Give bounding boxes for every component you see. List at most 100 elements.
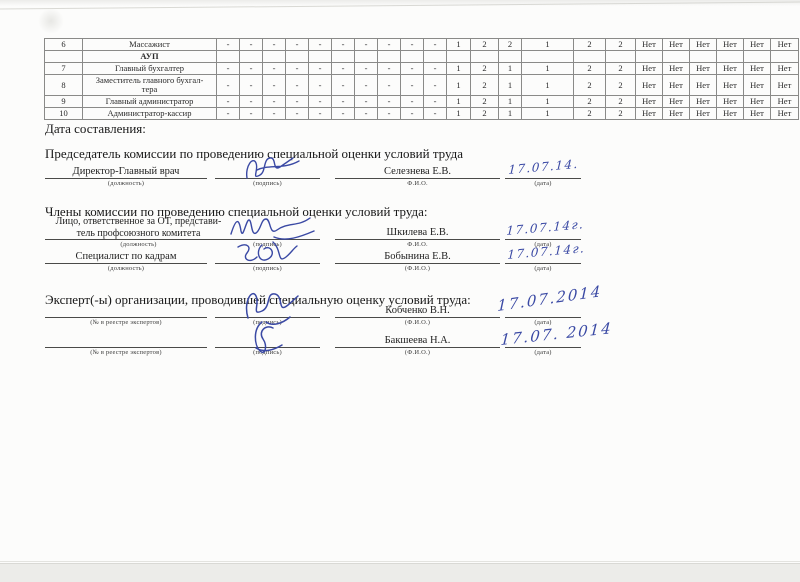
role-caption: (должность) <box>120 241 157 248</box>
value-cell: 1 <box>498 62 522 75</box>
value-cell: - <box>285 62 309 75</box>
value-cell: - <box>216 95 240 108</box>
value-cell: - <box>262 107 286 120</box>
table-row: 10 Администратор-кассир - - - - - - - - - -1 2 1 1 2 2 Не… <box>44 107 799 120</box>
value-cell <box>635 50 663 63</box>
name-caption: (Ф.И.О.) <box>404 265 431 272</box>
value-cell: - <box>354 38 378 51</box>
positions-table: 6 Массажист - - - - - - - - - -1 2 2 1 2 2 Нет Нет Нет Нет Не… <box>44 38 799 120</box>
value-cell: - <box>308 38 332 51</box>
value-cell: 2 <box>470 95 499 108</box>
name-caption: Ф.И.О. <box>407 180 428 187</box>
value-cell: Нет <box>689 38 717 51</box>
name-field: Кобченко В.Н. (Ф.И.О.) <box>335 301 500 326</box>
value-cell: - <box>377 95 401 108</box>
signature-scribble <box>228 210 320 244</box>
date-line <box>505 162 581 179</box>
value-cell: 1 <box>446 95 471 108</box>
value-cell: - <box>308 74 332 96</box>
registry-line <box>45 331 207 348</box>
signature-scribble <box>246 320 290 356</box>
role-caption: (должность) <box>107 265 145 272</box>
value-cell: Нет <box>716 74 744 96</box>
date-caption: (дата) <box>534 241 552 248</box>
registry-line <box>45 301 207 318</box>
role-field: Специалист по кадрам (должность) <box>45 247 207 272</box>
value-cell: - <box>285 74 309 96</box>
value-cell <box>216 50 240 63</box>
value-cell: - <box>308 95 332 108</box>
value-cell: Нет <box>716 95 744 108</box>
value-cell: - <box>423 62 447 75</box>
value-cell <box>743 50 771 63</box>
value-cell: 1 <box>521 62 574 75</box>
date-field: (дата) <box>505 247 581 272</box>
value-cell: 1 <box>521 74 574 96</box>
value-cell: - <box>354 95 378 108</box>
value-cell: 1 <box>446 38 471 51</box>
value-cell: Нет <box>743 74 771 96</box>
value-cell: - <box>331 95 355 108</box>
role-field: Директор-Главный врач (должность) <box>45 162 207 187</box>
value-cell: 1 <box>521 95 574 108</box>
name-label: Кобченко В.Н. <box>335 301 500 318</box>
signature-field: (подпись) <box>215 247 320 272</box>
value-cell <box>423 50 447 63</box>
signature-field: (подпись) <box>215 331 320 356</box>
value-cell: 2 <box>470 107 499 120</box>
value-cell: 2 <box>605 62 636 75</box>
value-cell: 2 <box>573 62 606 75</box>
value-cell: - <box>331 62 355 75</box>
signature-field: (подпись) <box>215 223 320 248</box>
value-cell: - <box>331 38 355 51</box>
date-compiled-label: Дата составления: <box>45 121 146 136</box>
registry-field: (№ в реестре экспертов) <box>45 331 207 356</box>
row-number-cell: 8 <box>44 74 83 96</box>
role-field: Лицо, ответственное за ОТ, представи- те… <box>45 213 232 248</box>
value-cell: 2 <box>573 95 606 108</box>
value-cell: - <box>239 62 263 75</box>
value-cell: 2 <box>470 38 499 51</box>
row-number-cell <box>44 50 83 63</box>
value-cell: Нет <box>770 107 799 120</box>
date-caption: (дата) <box>534 349 552 356</box>
value-cell <box>573 50 606 63</box>
value-cell: - <box>400 107 424 120</box>
name-field: Бобынина Е.В. (Ф.И.О.) <box>335 247 500 272</box>
value-cell: - <box>377 107 401 120</box>
value-cell: - <box>239 107 263 120</box>
signature-line <box>215 301 320 318</box>
scan-bottom-line <box>0 561 800 562</box>
value-cell: - <box>285 107 309 120</box>
value-cell: - <box>216 74 240 96</box>
value-cell: Нет <box>689 62 717 75</box>
value-cell: 2 <box>470 62 499 75</box>
value-cell: - <box>285 95 309 108</box>
row-number-cell: 6 <box>44 38 83 51</box>
value-cell: Нет <box>743 107 771 120</box>
value-cell: Нет <box>662 107 690 120</box>
value-cell: - <box>423 74 447 96</box>
role-caption: (должность) <box>107 180 145 187</box>
value-cell: 1 <box>498 107 522 120</box>
experts-section-header: Эксперт(-ы) организации, проводившей спе… <box>45 292 471 307</box>
date-line <box>505 223 581 240</box>
signature-line <box>215 223 320 240</box>
value-cell: - <box>400 74 424 96</box>
signature-caption: (подпись) <box>253 180 282 187</box>
date-field: (дата) <box>505 162 581 187</box>
value-cell <box>308 50 332 63</box>
value-cell <box>605 50 636 63</box>
date-field: (дата) <box>505 223 581 248</box>
signature-caption: (подпись) <box>253 349 282 356</box>
name-caption: Ф.И.О. <box>407 241 428 248</box>
value-cell: 1 <box>521 38 574 51</box>
signature-field: (подпись) <box>215 162 320 187</box>
scan-top-shade <box>0 0 800 6</box>
value-cell <box>331 50 355 63</box>
value-cell <box>400 50 424 63</box>
value-cell: Нет <box>743 38 771 51</box>
date-caption: (дата) <box>534 319 552 326</box>
table-row: 6 Массажист - - - - - - - - - -1 2 2 1 2 2 Нет Нет Нет Нет Не… <box>44 38 799 51</box>
value-cell: Нет <box>662 74 690 96</box>
